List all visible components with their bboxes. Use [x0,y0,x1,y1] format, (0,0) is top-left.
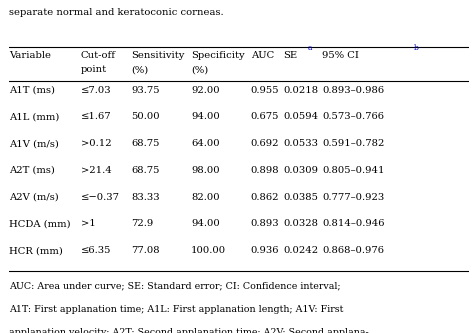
Text: 100.00: 100.00 [191,246,226,255]
Text: 0.0533: 0.0533 [283,139,318,148]
Text: 77.08: 77.08 [131,246,160,255]
Text: Sensitivity: Sensitivity [131,51,185,60]
Text: Cut-off: Cut-off [81,51,116,60]
Text: 68.75: 68.75 [131,166,160,175]
Text: 0.777–0.923: 0.777–0.923 [322,192,384,201]
Text: 64.00: 64.00 [191,139,220,148]
Text: 0.0242: 0.0242 [283,246,318,255]
Text: 0.898: 0.898 [251,166,280,175]
Text: 0.0328: 0.0328 [283,219,318,228]
Text: A1L (mm): A1L (mm) [9,112,60,121]
Text: 0.0309: 0.0309 [283,166,318,175]
Text: point: point [81,65,107,74]
Text: ≤6.35: ≤6.35 [81,246,111,255]
Text: ≤1.67: ≤1.67 [81,112,111,121]
Text: >1: >1 [81,219,95,228]
Text: separate normal and keratoconic corneas.: separate normal and keratoconic corneas. [9,8,224,17]
Text: 0.0218: 0.0218 [283,86,318,95]
Text: AUC: Area under curve; SE: Standard error; CI: Confidence interval;: AUC: Area under curve; SE: Standard erro… [9,281,341,290]
Text: 50.00: 50.00 [131,112,160,121]
Text: 94.00: 94.00 [191,112,220,121]
Text: 92.00: 92.00 [191,86,220,95]
Text: 0.862: 0.862 [251,192,279,201]
Text: 98.00: 98.00 [191,166,220,175]
Text: A1T (ms): A1T (ms) [9,86,55,95]
Text: b: b [413,44,418,52]
Text: >21.4: >21.4 [81,166,111,175]
Text: A2T (ms): A2T (ms) [9,166,55,175]
Text: 94.00: 94.00 [191,219,220,228]
Text: 0.893: 0.893 [251,219,280,228]
Text: 0.0594: 0.0594 [283,112,318,121]
Text: 0.675: 0.675 [251,112,279,121]
Text: A2V (m/s): A2V (m/s) [9,192,59,201]
Text: A1V (m/s): A1V (m/s) [9,139,59,148]
Text: 0.692: 0.692 [251,139,279,148]
Text: 82.00: 82.00 [191,192,220,201]
Text: 0.805–0.941: 0.805–0.941 [322,166,384,175]
Text: ≤7.03: ≤7.03 [81,86,111,95]
Text: 0.955: 0.955 [251,86,280,95]
Text: (%): (%) [191,65,209,74]
Text: 0.868–0.976: 0.868–0.976 [322,246,384,255]
Text: SE: SE [283,51,297,60]
Text: ≤−0.37: ≤−0.37 [81,192,120,201]
Text: 0.591–0.782: 0.591–0.782 [322,139,384,148]
Text: 0.814–0.946: 0.814–0.946 [322,219,384,228]
Text: AUC: AUC [251,51,274,60]
Text: 0.0385: 0.0385 [283,192,318,201]
Text: 0.573–0.766: 0.573–0.766 [322,112,384,121]
Text: Specificity: Specificity [191,51,245,60]
Text: 95% CI: 95% CI [322,51,359,60]
Text: HCDA (mm): HCDA (mm) [9,219,71,228]
Text: 93.75: 93.75 [131,86,160,95]
Text: 72.9: 72.9 [131,219,154,228]
Text: A1T: First applanation time; A1L: First applanation length; A1V: First: A1T: First applanation time; A1L: First … [9,305,344,314]
Text: 68.75: 68.75 [131,139,160,148]
Text: 0.893–0.986: 0.893–0.986 [322,86,384,95]
Text: 83.33: 83.33 [131,192,160,201]
Text: 0.936: 0.936 [251,246,279,255]
Text: Variable: Variable [9,51,52,60]
Text: (%): (%) [131,65,148,74]
Text: >0.12: >0.12 [81,139,111,148]
Text: a: a [307,44,312,52]
Text: applanation velocity; A2T: Second applanation time; A2V: Second applana-: applanation velocity; A2T: Second applan… [9,328,369,333]
Text: HCR (mm): HCR (mm) [9,246,64,255]
